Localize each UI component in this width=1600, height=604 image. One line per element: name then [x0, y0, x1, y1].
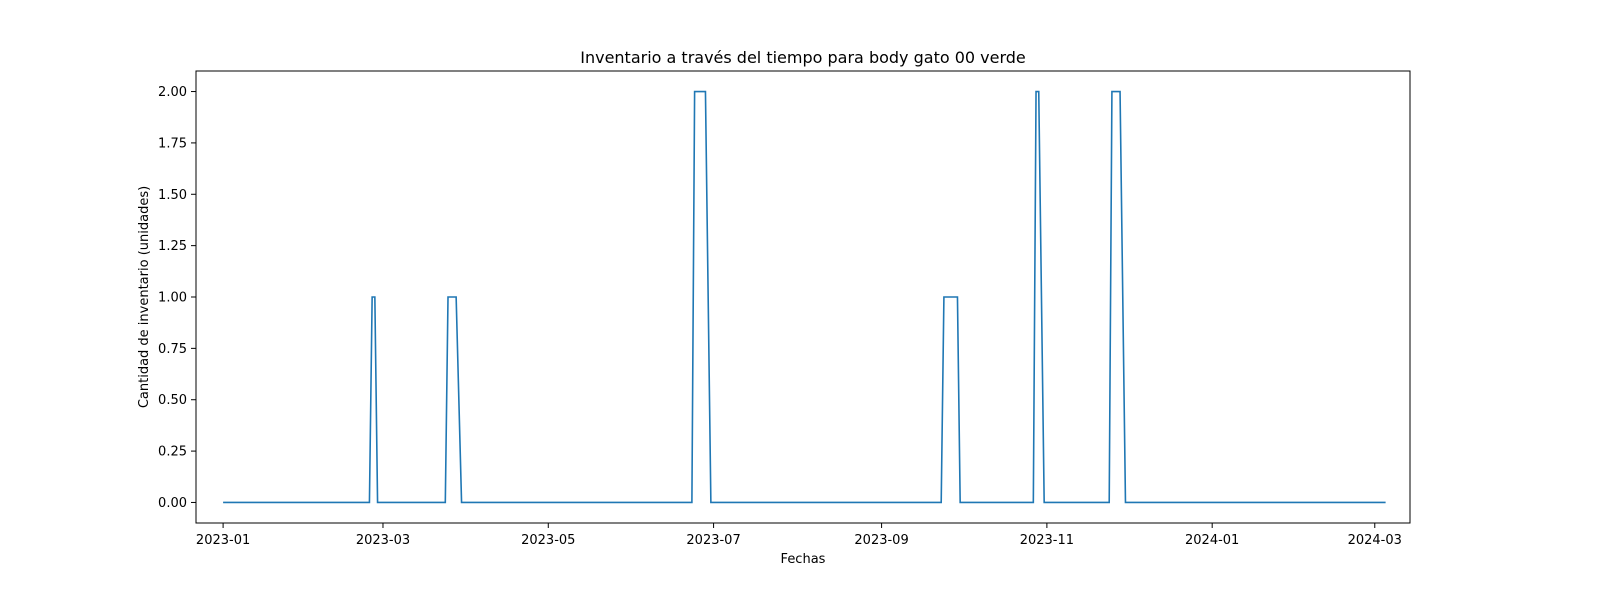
y-tick-label: 1.00 [158, 291, 187, 306]
y-tick-label: 1.75 [158, 136, 187, 151]
y-tick-label: 1.25 [158, 239, 187, 254]
x-tick-label: 2023-05 [521, 533, 575, 548]
x-tick-label: 2023-11 [1020, 533, 1074, 548]
y-axis-label: Cantidad de inventario (unidades) [137, 186, 152, 408]
x-tick-label: 2024-03 [1348, 533, 1402, 548]
chart-title: Inventario a través del tiempo para body… [580, 48, 1026, 67]
y-axis: 0.00 0.25 0.50 0.75 1.00 1.25 1.50 1.75 2.00 [158, 85, 196, 511]
x-axis-label: Fechas [781, 552, 826, 567]
plot-area [195, 70, 1411, 524]
y-tick-label: 2.00 [158, 85, 187, 100]
y-tick-label: 0.25 [158, 445, 187, 460]
y-tick-label: 0.75 [158, 342, 187, 357]
series-line [223, 90, 1386, 504]
x-tick-label: 2024-01 [1185, 533, 1239, 548]
y-tick-label: 0.00 [158, 496, 187, 511]
x-tick-label: 2023-03 [356, 533, 410, 548]
x-tick-label: 2023-01 [196, 533, 250, 548]
x-axis: 2023-01 2023-03 2023-05 2023-07 2023-09 2023-… [196, 523, 1402, 548]
y-tick-label: 1.50 [158, 188, 187, 203]
x-tick-label: 2023-07 [686, 533, 740, 548]
plot-frame [195, 70, 1411, 524]
y-tick-label: 0.50 [158, 393, 187, 408]
x-tick-label: 2023-09 [854, 533, 908, 548]
